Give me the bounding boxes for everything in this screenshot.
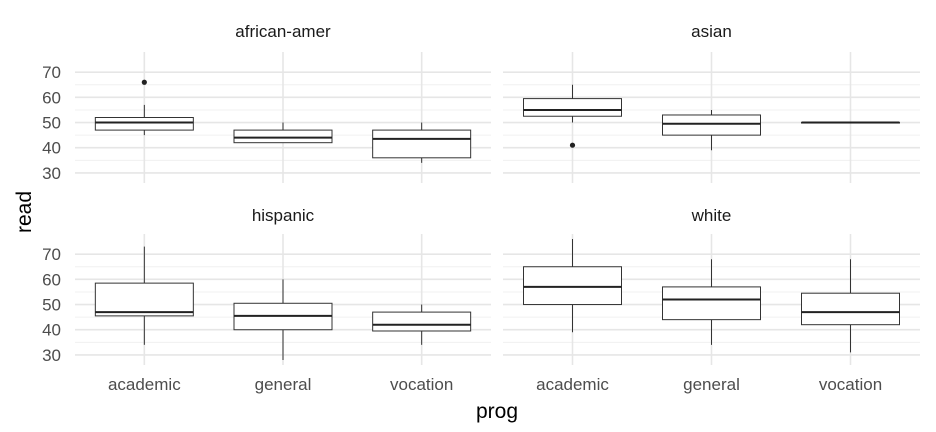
x-axis-title: prog [476,400,518,423]
box-hispanic-academic [94,246,194,345]
box-hispanic-vocation [372,304,472,345]
box-iqr [372,311,472,332]
outlier-point [141,79,147,85]
y-tick-label: 70 [42,245,61,264]
y-tick-label: 60 [42,88,61,107]
box-iqr [662,286,761,321]
x-tick-label: general [683,375,740,394]
box-asian-academic [523,84,622,148]
box-iqr [523,98,622,117]
y-tick-label: 40 [42,139,61,158]
box-white-general [662,259,761,345]
y-tick-label: 50 [42,296,61,315]
x-tick-label: general [255,375,312,394]
box-african-amer-academic [94,79,194,136]
box-iqr [233,129,333,144]
box-iqr [94,282,194,317]
y-tick-label: 70 [42,63,61,82]
x-tick-label: vocation [390,375,453,394]
box-african-amer-general [233,122,333,144]
facet-label: white [691,206,732,225]
outlier-point [569,142,576,148]
y-tick-label: 40 [42,321,61,340]
box-iqr [372,129,472,159]
box-asian-general [662,109,761,151]
facet-label: african-amer [235,22,331,41]
facet-label: hispanic [252,206,315,225]
y-tick-label: 60 [42,270,61,289]
y-tick-label: 50 [42,114,61,133]
box-white-academic [523,239,622,333]
x-tick-label: academic [536,375,609,394]
y-tick-label: 30 [42,164,61,183]
panel-white: white academic general vocation [503,206,920,394]
panel-hispanic: hispanic 30 40 50 60 70 academic general vocatio… [42,206,491,394]
box-asian-vocation [801,121,900,124]
box-iqr [523,266,622,306]
y-axis-title: read [13,191,36,233]
panel-african-amer: african-amer 30 40 50 60 70 [42,22,491,183]
box-african-amer-vocation [372,122,472,163]
box-hispanic-general [233,279,333,360]
facet-label: asian [691,22,732,41]
x-tick-label: vocation [819,375,882,394]
box-iqr [801,292,900,326]
x-tick-label: academic [108,375,181,394]
y-tick-label: 30 [42,346,61,365]
panel-asian: asian [503,22,920,183]
box-iqr [94,117,194,131]
box-white-vocation [801,259,900,353]
box-iqr [662,114,761,136]
